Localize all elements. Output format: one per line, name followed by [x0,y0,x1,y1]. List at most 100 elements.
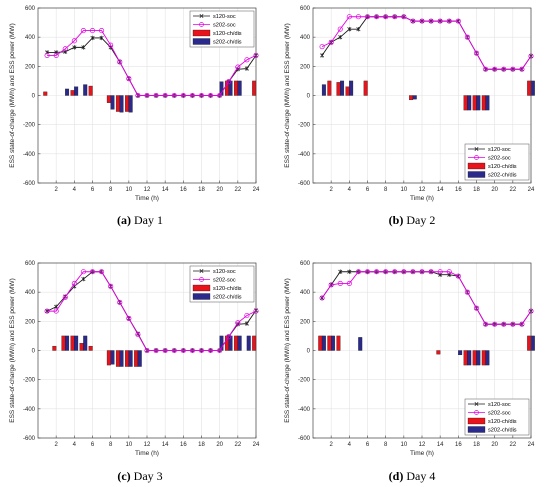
point-s202-soc-h3 [337,26,343,32]
point-s202-soc-h16 [180,347,186,354]
bar-s202-ch-dis-h20 [219,81,224,96]
point-s202-soc-h14 [437,269,443,275]
point-s120-soc-h1 [320,53,325,58]
legend-label: s202-ch/dis [488,173,517,179]
x-tick-label: 18 [198,187,205,193]
legend-swatch-s202-ch-dis [192,293,211,300]
point-s202-soc-h21 [501,66,507,72]
y-tick-label: 0 [307,94,311,100]
x-tick-label: 6 [366,187,370,193]
point-s120-soc-h5 [81,45,86,50]
y-tick-label: -400 [298,152,311,158]
bar-s120-ch-dis-h24 [252,335,257,351]
point-s202-soc-h9 [392,14,398,20]
bar-s202-ch-dis-h4 [74,86,79,96]
bar-s120-ch-dis-h8 [106,350,111,366]
point-s202-soc-h6 [89,28,96,34]
legend-marker-s202-soc [474,155,479,160]
y-axis-label: ESS state-of-charge (MWh) and ESS power … [284,278,291,423]
legend-swatch-s120-ch-dis [467,162,486,170]
x-axis-label: Time (h) [410,450,434,457]
legend-label: s120-soc [488,147,511,153]
x-tick-label: 4 [73,187,77,193]
panel-caption-3: (c) Day 3 [117,469,162,483]
point-s202-soc-h12 [144,347,150,354]
y-tick-label: 600 [25,6,36,12]
point-s202-soc-h3 [62,294,68,300]
point-s202-soc-h13 [153,347,159,354]
y-tick-label: 200 [25,319,36,325]
bar-s202-ch-dis-h5 [83,335,88,351]
y-tick-label: 600 [300,6,311,12]
x-tick-label: 24 [528,442,535,448]
point-s202-soc-h13 [428,18,434,24]
bar-s202-ch-dis-h9 [119,95,124,113]
bar-s120-ch-dis-h24 [527,335,532,351]
y-tick-label: -400 [23,407,36,413]
panel-caption-2: (b) Day 2 [389,213,436,227]
x-tick-label: 8 [384,442,388,448]
bar-s120-ch-dis-h9 [115,95,120,112]
bar-s120-ch-dis-h10 [125,95,129,112]
x-tick-label: 10 [400,442,407,448]
bar-s120-ch-dis-h10 [125,350,129,367]
bar-s120-ch-dis-h19 [481,95,486,111]
point-s202-soc-h20 [492,321,498,327]
y-tick-label: -200 [23,378,36,384]
legend-label: s202-soc [213,278,236,284]
x-tick-label: 14 [437,187,444,193]
bar-s202-ch-dis-h18 [476,95,481,111]
point-s120-soc-h5 [81,276,86,282]
bar-s202-ch-dis-h24 [530,80,535,96]
point-s202-soc-h2 [328,282,334,288]
point-s202-soc-h23 [519,66,525,72]
point-s202-soc-h6 [89,269,96,275]
x-tick-label: 8 [109,187,113,193]
x-tick-label: 2 [54,442,58,448]
point-s202-soc-h4 [71,38,77,44]
legend-swatch-s202-ch-dis [467,171,486,178]
caption-label: (d) [389,469,404,483]
point-s202-soc-h6 [364,269,371,275]
x-tick-label: 4 [348,442,352,448]
point-s202-soc-h9 [117,59,123,65]
point-s202-soc-h6 [364,14,371,20]
bar-s120-ch-dis-h1 [43,91,48,96]
bar-s120-ch-dis-h6 [88,85,93,96]
point-s202-soc-h19 [208,92,214,99]
point-s120-soc-h5 [356,26,361,32]
point-s202-soc-h15 [446,269,452,275]
bar-s120-ch-dis-h2 [327,80,332,96]
point-s120-soc-h23 [244,66,249,71]
point-s202-soc-h11 [135,331,141,338]
legend-label: s202-soc [488,411,511,417]
point-s202-soc-h7 [374,14,380,20]
x-tick-label: 22 [234,187,241,193]
bar-s202-ch-dis-h17 [467,95,472,111]
y-tick-label: 400 [300,35,311,41]
x-tick-label: 4 [73,442,77,448]
y-tick-label: 400 [25,290,36,296]
y-tick-label: 600 [300,261,311,267]
point-s202-soc-h3 [62,46,68,52]
legend-label: s120-ch/dis [488,164,517,170]
point-s202-soc-h1 [44,308,50,314]
point-s202-soc-h23 [244,57,250,63]
bar-s202-ch-dis-h18 [476,350,481,366]
bar-s120-ch-dis-h22 [234,80,238,96]
bar-s202-ch-dis-h1 [321,84,326,96]
point-s202-soc-h17 [189,347,195,354]
bar-s120-ch-dis-h22 [234,335,238,351]
x-tick-label: 14 [437,442,444,448]
y-tick-label: -400 [23,152,36,158]
legend-marker-s202-soc [199,277,204,282]
point-s202-soc-h8 [383,269,389,275]
legend-label: s120-soc [213,269,236,275]
bar-s202-ch-dis-h11 [412,95,417,100]
legend-label: s202-soc [488,156,511,162]
legend-label: s120-ch/dis [213,286,242,292]
y-tick-label: 400 [300,290,311,296]
legend-label: s202-ch/dis [213,40,242,46]
point-s202-soc-h17 [464,34,470,40]
